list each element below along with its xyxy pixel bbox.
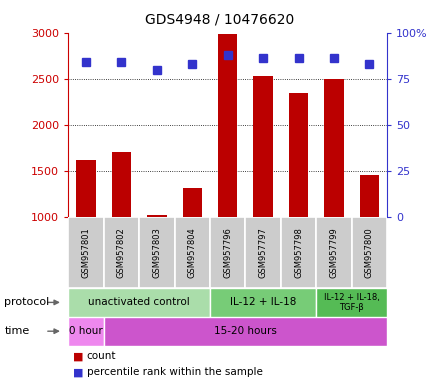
Bar [316, 288, 387, 317]
Text: GDS4948 / 10476620: GDS4948 / 10476620 [145, 12, 295, 26]
Bar [112, 152, 131, 217]
Text: GSM957799: GSM957799 [330, 227, 338, 278]
Text: 15-20 hours: 15-20 hours [214, 326, 277, 336]
Bar [218, 35, 238, 217]
Bar [76, 160, 95, 217]
Text: GSM957800: GSM957800 [365, 227, 374, 278]
Bar [289, 93, 308, 217]
Bar [281, 217, 316, 288]
Bar [210, 217, 246, 288]
Bar [68, 288, 210, 317]
Bar [352, 217, 387, 288]
Text: GSM957798: GSM957798 [294, 227, 303, 278]
Bar [246, 217, 281, 288]
Text: protocol: protocol [4, 297, 50, 308]
Text: GSM957804: GSM957804 [188, 227, 197, 278]
Bar [68, 317, 104, 346]
Bar [104, 217, 139, 288]
Text: unactivated control: unactivated control [88, 297, 190, 308]
Text: GSM957797: GSM957797 [259, 227, 268, 278]
Text: 0 hour: 0 hour [69, 326, 103, 336]
Text: time: time [4, 326, 29, 336]
Text: ■: ■ [73, 367, 83, 377]
Text: IL-12 + IL-18: IL-12 + IL-18 [230, 297, 296, 308]
Text: ■: ■ [73, 351, 83, 361]
Bar [139, 217, 175, 288]
Bar [324, 79, 344, 217]
Text: GSM957801: GSM957801 [81, 227, 91, 278]
Text: percentile rank within the sample: percentile rank within the sample [87, 367, 263, 377]
Bar [68, 217, 104, 288]
Bar [253, 76, 273, 217]
Text: GSM957796: GSM957796 [223, 227, 232, 278]
Text: count: count [87, 351, 116, 361]
Bar [175, 217, 210, 288]
Bar [316, 217, 352, 288]
Text: GSM957802: GSM957802 [117, 227, 126, 278]
Bar [104, 317, 387, 346]
Text: GSM957803: GSM957803 [152, 227, 161, 278]
Bar [360, 175, 379, 217]
Bar [210, 288, 316, 317]
Bar [147, 215, 167, 217]
Text: IL-12 + IL-18,
TGF-β: IL-12 + IL-18, TGF-β [324, 293, 380, 312]
Bar [183, 189, 202, 217]
